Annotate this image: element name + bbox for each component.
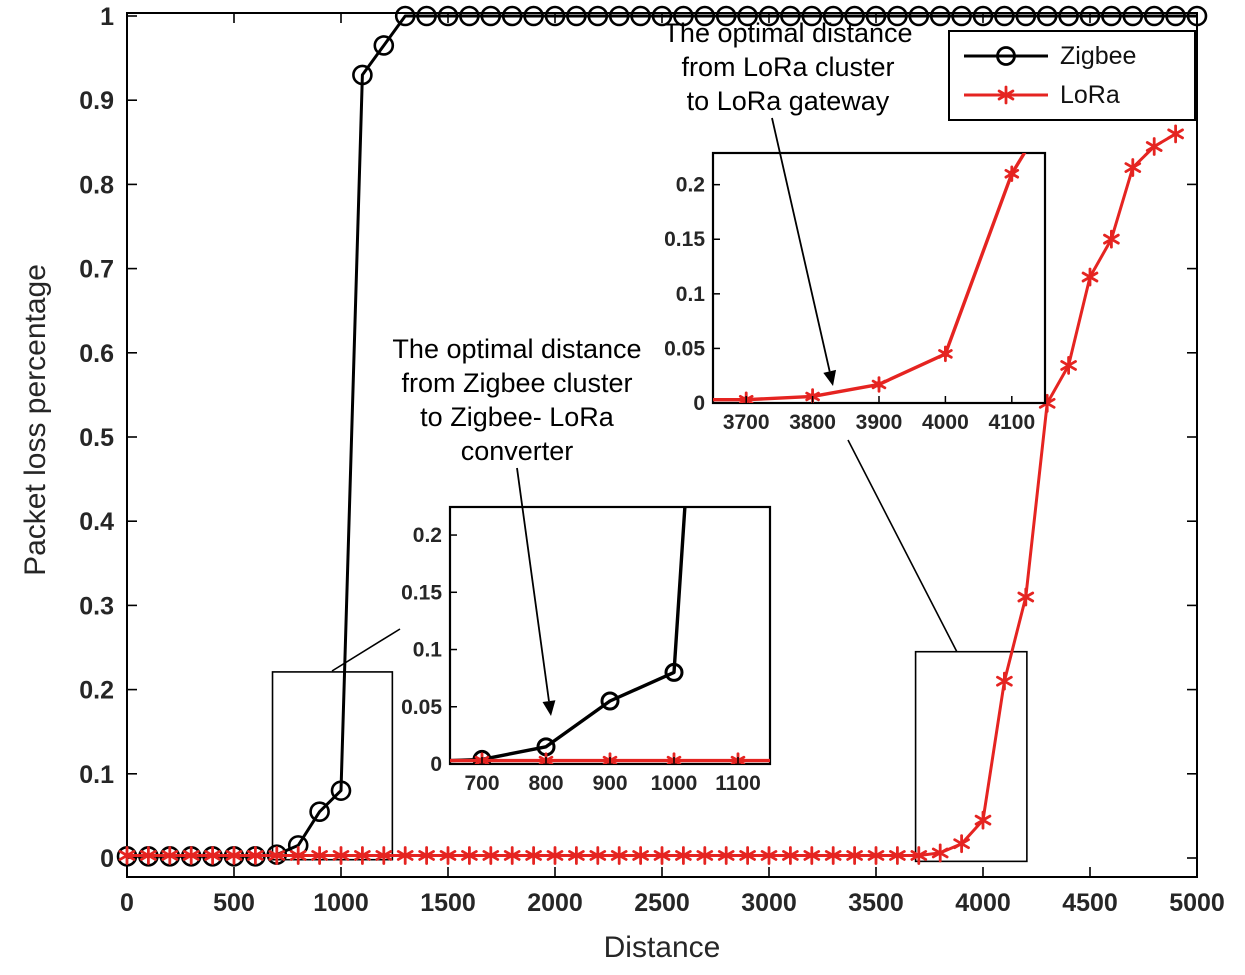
inset-x-tick-label: 3800 (789, 411, 836, 434)
inset-y-tick-label: 0.1 (413, 639, 443, 662)
inset-x-tick-label: 3900 (856, 411, 903, 434)
annotation-line: from Zigbee cluster (401, 368, 633, 398)
y-tick-label: 0.5 (79, 424, 114, 452)
inset-x-tick-label: 1000 (651, 772, 698, 795)
lora-line (118, 124, 1184, 865)
y-tick-label: 1 (100, 3, 114, 31)
callout-line-lora (847, 439, 958, 653)
x-tick-label: 2000 (527, 889, 583, 917)
lora-annotation-arrow (771, 117, 837, 386)
y-axis-label: Packet loss percentage (19, 264, 52, 576)
zigbee-annotation-arrow (516, 467, 556, 716)
inset-y-tick-label: 0 (693, 392, 705, 415)
inset-y-tick-label: 0.05 (664, 337, 705, 360)
inset-x-tick-label: 3700 (723, 411, 770, 434)
x-tick-label: 3000 (741, 889, 797, 917)
x-axis-label: Distance (603, 931, 721, 964)
zigbee-annotation-text: The optimal distance from Zigbee cluster… (392, 332, 641, 468)
inset-x-tick-label: 700 (464, 772, 499, 795)
x-tick-label: 4500 (1062, 889, 1118, 917)
y-tick-label: 0.3 (79, 592, 114, 620)
annotation-line: converter (460, 436, 574, 466)
annotation-line: from LoRa cluster (681, 52, 895, 82)
circle-marker-icon (996, 46, 1016, 66)
annotation-line: to LoRa gateway (686, 86, 890, 116)
legend: Zigbee LoRa (948, 30, 1196, 121)
lora-line-sample (964, 85, 1048, 105)
inset-y-tick-label: 0.2 (413, 524, 442, 547)
y-tick-label: 0.2 (79, 677, 114, 705)
zoom-region-rect (271, 671, 394, 861)
annotation-line: The optimal distance (392, 334, 642, 364)
y-tick-label: 0.1 (79, 761, 114, 789)
zoom-region-rect (914, 650, 1028, 863)
legend-label-zigbee: Zigbee (1060, 41, 1137, 70)
x-tick-label: 1500 (420, 889, 476, 917)
annotation-line: The optimal distance (663, 18, 913, 48)
x-tick-label: 1000 (313, 889, 369, 917)
callout-line-zigbee (331, 628, 401, 672)
annotation-line: to Zigbee- LoRa (420, 402, 614, 432)
inset-x-tick-label: 1100 (715, 772, 761, 795)
inset-x-tick-label: 800 (528, 772, 563, 795)
x-tick-label: 500 (213, 889, 255, 917)
x-tick-label: 2500 (634, 889, 690, 917)
inset-x-tick-label: 4100 (988, 411, 1035, 434)
x-tick-label: 4000 (955, 889, 1011, 917)
y-tick-label: 0 (100, 845, 114, 873)
y-tick-label: 0.8 (79, 171, 114, 199)
y-tick-label: 0.7 (79, 256, 114, 284)
x-tick-label: 5000 (1169, 889, 1225, 917)
inset-zigbee-zoom: 700 800 900 1000 1100 0 0.05 0.1 0.15 0.2 (401, 505, 772, 795)
inset-x-tick-label: 900 (592, 772, 627, 795)
zigbee-line-sample (964, 46, 1048, 66)
main-axes-ticks: 0 500 1000 1500 2000 2500 3000 3500 4000 4500 5000… (79, 3, 1225, 917)
inset-x-tick-label: 4000 (922, 411, 969, 434)
y-tick-label: 0.9 (79, 87, 114, 115)
lora-annotation-text: The optimal distance from LoRa cluster t… (663, 16, 912, 118)
x-tick-label: 3500 (848, 889, 904, 917)
inset-y-tick-label: 0.1 (676, 283, 706, 306)
inset-y-tick-label: 0 (430, 753, 442, 776)
inset-y-tick-label: 0.05 (401, 696, 442, 719)
inset-lora-zoom: 3700 3800 3900 4000 4100 0 0.05 0.1 0.15 0.2 (664, 151, 1047, 434)
x-tick-label: 0 (120, 889, 134, 917)
inset-y-tick-label: 0.15 (401, 581, 442, 604)
legend-item-zigbee: Zigbee (960, 41, 1194, 71)
asterisk-marker-icon (997, 89, 1015, 101)
legend-label-lora: LoRa (1060, 80, 1120, 109)
legend-item-lora: LoRa (960, 80, 1194, 110)
inset-y-tick-label: 0.15 (664, 228, 705, 251)
y-tick-label: 0.4 (79, 508, 114, 536)
y-tick-label: 0.6 (79, 340, 114, 368)
inset-y-tick-label: 0.2 (676, 174, 705, 197)
